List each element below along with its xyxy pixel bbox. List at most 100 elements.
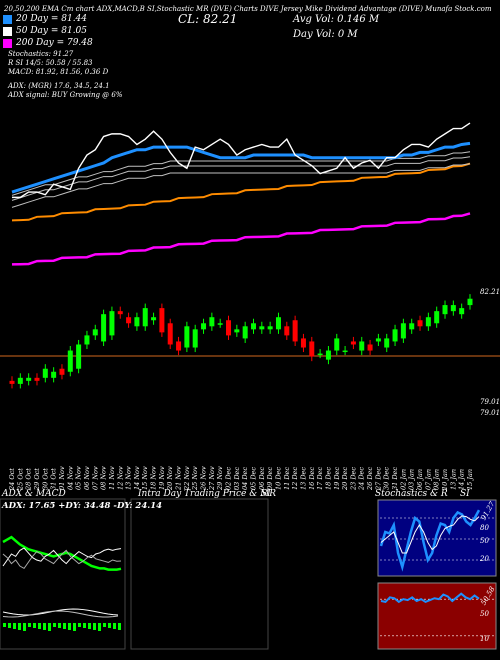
macd-histogram-bar bbox=[18, 623, 21, 630]
candle-body bbox=[167, 323, 173, 345]
candle-body bbox=[309, 341, 315, 357]
candle-body bbox=[76, 344, 82, 369]
date-tick-label: 23 Dec bbox=[349, 467, 357, 491]
candle-body bbox=[59, 368, 65, 375]
candle-body bbox=[51, 371, 57, 378]
date-tick-label: 10 Jan bbox=[441, 469, 449, 490]
adx-signal: ADX signal: BUY Growing @ 6% bbox=[8, 91, 123, 99]
legend-label-sma200: 200 Day = 79.48 bbox=[16, 38, 93, 48]
legend-swatch-ema20 bbox=[3, 14, 12, 24]
date-tick-label: 31 Oct bbox=[50, 468, 58, 490]
candle-body bbox=[375, 338, 381, 342]
candle-body bbox=[450, 305, 456, 312]
intraday-si-label: SI bbox=[261, 489, 271, 499]
legend-label-ema50: 50 Day = 81.05 bbox=[16, 26, 88, 36]
date-tick-label: 08 Nov bbox=[100, 466, 108, 490]
macd-histogram-bar bbox=[113, 623, 116, 629]
date-tick-label: 24 Oct bbox=[8, 468, 16, 491]
candle-body bbox=[250, 323, 256, 330]
date-tick-label: 04 Dec bbox=[241, 467, 249, 490]
legend-ema50: 50 Day = 81.05 bbox=[3, 26, 87, 36]
macd-line-0 bbox=[2, 608, 119, 616]
date-tick-label: 28 Oct bbox=[25, 468, 33, 491]
date-axis: 24 Oct 25 Oct 28 Oct 29 Oct 30 Oct 31 Oct 01 N… bbox=[8, 466, 474, 491]
macd-histogram-bar bbox=[58, 623, 61, 628]
date-tick-label: 08 Jan bbox=[433, 469, 441, 490]
stoch-d-line bbox=[380, 515, 480, 554]
price-label-top: 82.21 bbox=[480, 288, 500, 296]
header-top-line: 20,50,200 EMA Cm chart ADX,MACD,B SI,Sto… bbox=[4, 5, 492, 13]
macd-histogram-bar bbox=[63, 623, 66, 629]
candle-body bbox=[259, 326, 265, 330]
candle-body bbox=[317, 353, 323, 356]
date-tick-label: 12 Nov bbox=[116, 466, 124, 490]
macd-histogram-bar bbox=[23, 623, 26, 631]
date-tick-label: 03 Jan bbox=[408, 469, 416, 490]
day-vol-label: Day Vol: 0 M bbox=[293, 29, 358, 40]
date-tick-label: 04 Nov bbox=[66, 466, 74, 490]
macd-histogram-bar bbox=[88, 623, 91, 629]
candle-body bbox=[184, 326, 190, 348]
adx-macd-title: ADX & MACD bbox=[2, 489, 66, 499]
date-tick-label: 19 Nov bbox=[158, 466, 166, 490]
candle-body bbox=[434, 311, 440, 324]
close-label: CL: 82.21 bbox=[178, 12, 238, 26]
si-panel-bg bbox=[377, 582, 497, 650]
date-tick-label: 18 Nov bbox=[150, 466, 158, 490]
si-lines bbox=[380, 592, 494, 637]
macd-histogram-bar bbox=[98, 623, 101, 631]
macd-histogram-bar bbox=[118, 623, 121, 630]
candle-body bbox=[9, 380, 15, 384]
sma200-line bbox=[11, 212, 471, 266]
date-tick-label: 13 Dec bbox=[299, 467, 307, 490]
candles-group bbox=[9, 294, 473, 389]
candle-body bbox=[342, 350, 348, 353]
price-label-bottom-b: 79.01 bbox=[480, 409, 500, 417]
candle-body bbox=[26, 377, 32, 381]
legend-label-ema20: 20 Day = 81.44 bbox=[16, 14, 88, 24]
candle-body bbox=[409, 323, 415, 330]
candle-body bbox=[117, 311, 123, 315]
candle-body bbox=[275, 317, 281, 330]
macd-histogram-bar bbox=[93, 623, 96, 630]
candle-body bbox=[242, 326, 248, 339]
date-tick-label: 19 Dec bbox=[333, 467, 341, 490]
date-tick-label: 21 Nov bbox=[175, 466, 183, 491]
date-tick-label: 06 Dec bbox=[258, 467, 266, 490]
ema100-orange-line bbox=[11, 162, 471, 222]
candle-body bbox=[34, 377, 40, 381]
macd-histogram-bar bbox=[43, 623, 46, 630]
si-tick-50: 50 bbox=[480, 610, 489, 618]
date-tick-label: 06 Jan bbox=[416, 469, 424, 490]
candle-body bbox=[201, 323, 207, 330]
candle-body bbox=[101, 314, 107, 342]
price-chart: 24 Oct 25 Oct 28 Oct 29 Oct 30 Oct 31 Oct 01 N… bbox=[0, 122, 500, 491]
date-tick-label: 07 Jan bbox=[424, 469, 432, 490]
candle-body bbox=[425, 317, 431, 327]
candle-body bbox=[209, 317, 215, 327]
plus-dy-line bbox=[2, 547, 122, 567]
date-tick-label: 16 Dec bbox=[308, 467, 316, 490]
candle-body bbox=[334, 338, 340, 351]
macd-histogram-bar bbox=[8, 623, 11, 628]
date-tick-label: 31 Dec bbox=[391, 467, 399, 490]
candle-body bbox=[226, 320, 232, 336]
candle-body bbox=[459, 308, 465, 315]
macd-line-1 bbox=[2, 610, 119, 618]
date-tick-label: 22 Nov bbox=[183, 466, 191, 491]
date-tick-label: 26 Nov bbox=[200, 466, 208, 491]
date-tick-label: 03 Dec bbox=[233, 467, 241, 490]
stoch-si-label: SI bbox=[460, 489, 470, 499]
macd-bars bbox=[2, 608, 121, 631]
date-tick-label: 06 Nov bbox=[83, 466, 91, 490]
moving-average-lines bbox=[11, 122, 471, 266]
candle-body bbox=[42, 368, 48, 378]
close-line bbox=[12, 122, 471, 199]
candle-body bbox=[151, 317, 157, 321]
candle-body bbox=[92, 329, 98, 336]
macd-histogram-bar bbox=[103, 623, 106, 627]
candle-body bbox=[400, 323, 406, 339]
candle-body bbox=[284, 326, 290, 336]
price-label-bottom-a: 79.01 bbox=[480, 398, 500, 406]
